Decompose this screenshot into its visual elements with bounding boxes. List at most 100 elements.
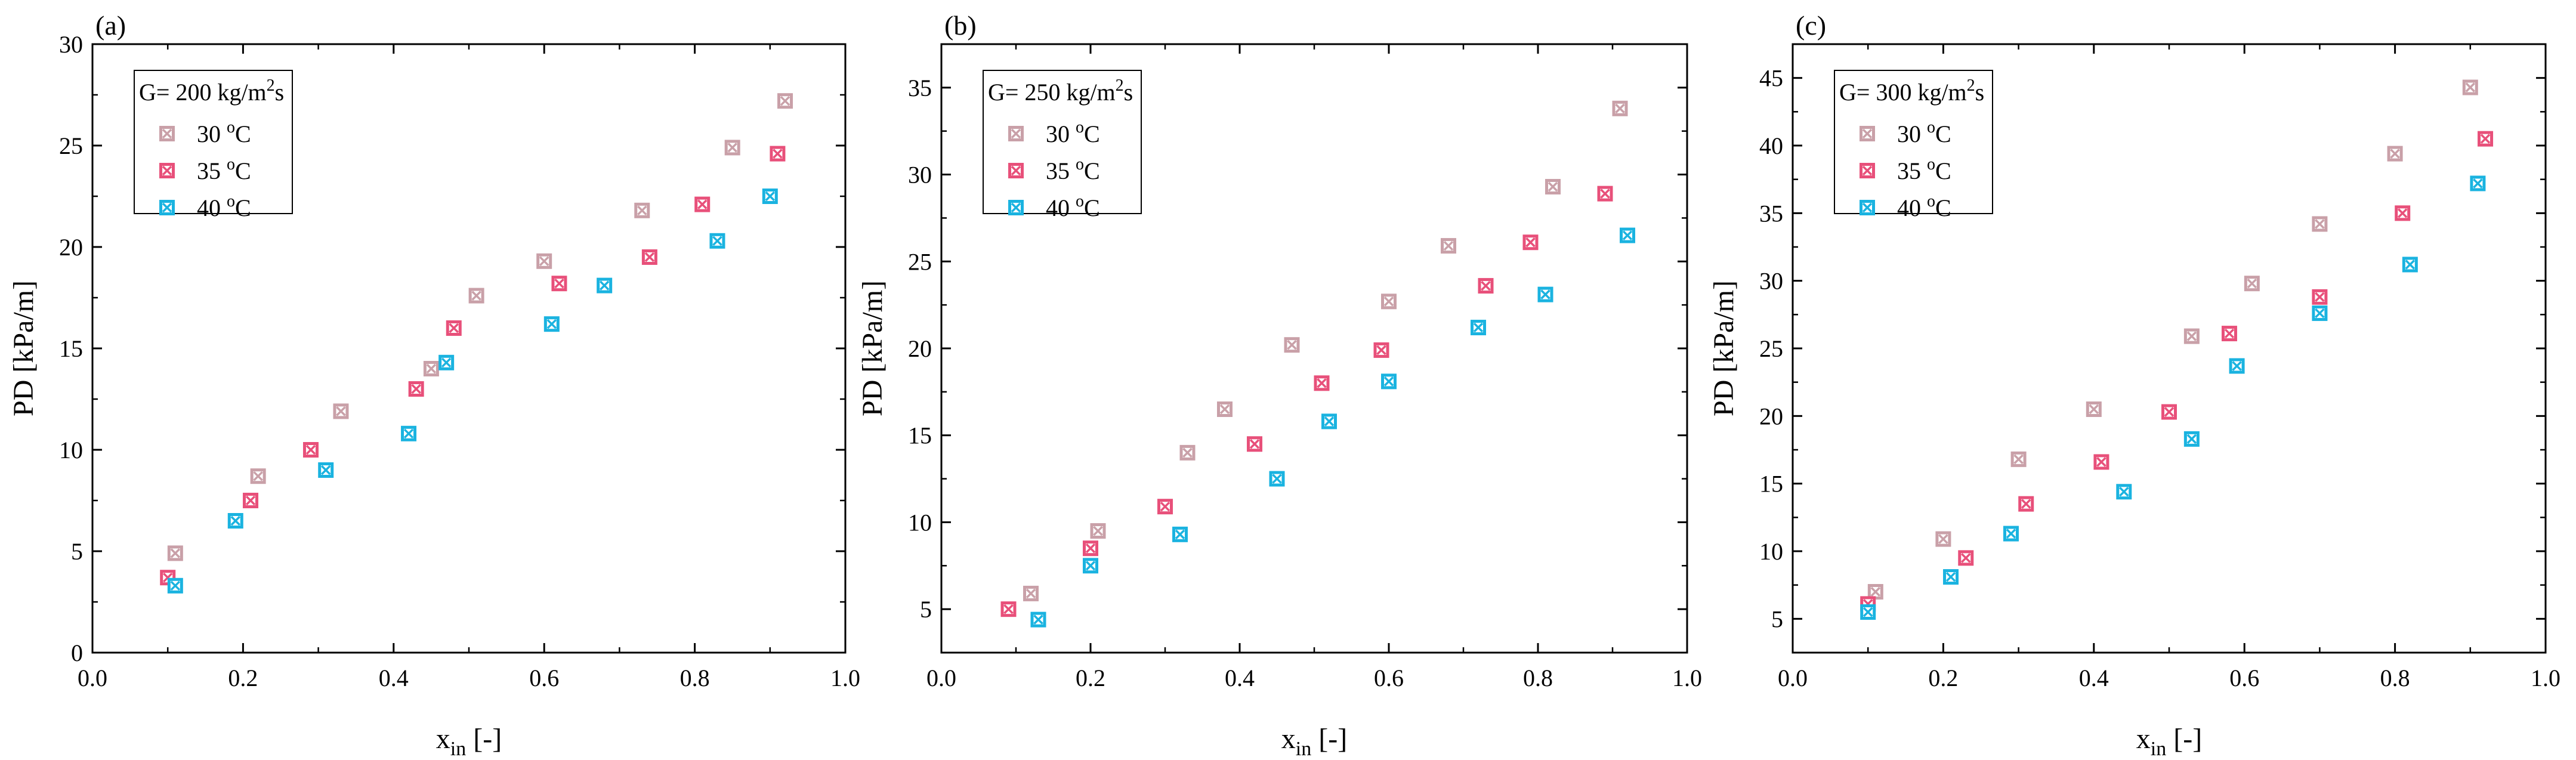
y-tick-label: 5	[1771, 605, 1783, 632]
data-point-series-1	[1179, 444, 1196, 461]
data-point-series-2	[446, 320, 462, 336]
y-tick-label: 25	[908, 248, 932, 275]
legend-label-2: 35 oC	[197, 155, 251, 184]
data-point-series-1	[724, 140, 740, 156]
y-tick-label: 15	[1759, 471, 1783, 498]
data-point-series-3	[762, 189, 778, 204]
data-point-series-1	[1935, 531, 1951, 547]
legend-marker-3	[159, 200, 175, 215]
legend-title: G= 250 kg/m2s	[988, 76, 1133, 106]
x-tick-label: 1.0	[830, 665, 860, 691]
data-point-series-3	[2470, 175, 2486, 191]
data-point-series-3	[2229, 358, 2245, 374]
legend-marker-1	[1860, 126, 1875, 141]
y-tick-label: 20	[59, 234, 83, 261]
legend-box	[134, 70, 293, 214]
data-point-series-2	[1522, 234, 1539, 251]
legend: G= 200 kg/m2s 30 oC 35 oC 40 oC	[134, 70, 293, 221]
legend-label-3: 40 oC	[1046, 192, 1100, 221]
data-point-series-3	[1943, 569, 1959, 585]
y-tick-label: 30	[908, 162, 932, 189]
data-point-series-3	[1471, 320, 1486, 336]
legend-label-1: 30 oC	[197, 118, 251, 147]
data-point-series-2	[694, 196, 711, 212]
data-point-series-2	[1373, 342, 1389, 358]
legend-box	[983, 70, 1142, 214]
x-tick-label: 0.8	[680, 665, 710, 691]
x-tick-label: 0.0	[78, 665, 107, 691]
data-point-series-1	[167, 545, 183, 561]
data-point-series-2	[1247, 436, 1262, 452]
data-point-series-2	[2161, 404, 2177, 420]
x-tick-label: 0.2	[1076, 665, 1105, 691]
x-tick-label: 1.0	[1672, 665, 1702, 691]
data-point-series-1	[777, 93, 793, 109]
data-point-series-3	[1860, 604, 1876, 620]
chart-panel-c: (c) 0.0 0.2 0.4 0.6 0.8 1.0 5 10 15 20 25 30 35 40 45 xi…	[1708, 10, 2560, 760]
data-point-series-3	[1321, 413, 1337, 430]
data-point-series-3	[1172, 526, 1188, 542]
data-point-series-1	[423, 361, 439, 376]
data-point-series-2	[2221, 326, 2237, 342]
x-tick-label: 0.6	[529, 665, 559, 691]
data-point-series-3	[167, 577, 183, 594]
x-axis-label: xin [-]	[1281, 723, 1347, 760]
y-tick-label: 20	[1759, 403, 1783, 430]
data-point-series-2	[1478, 278, 1494, 294]
data-point-series-3	[1083, 558, 1098, 574]
data-point-series-3	[1269, 471, 1285, 487]
data-point-series-1	[1217, 401, 1233, 417]
x-tick-label: 0.2	[228, 665, 258, 691]
legend-label-1: 30 oC	[1046, 118, 1100, 147]
data-point-series-2	[2478, 131, 2494, 147]
data-point-series-3	[2003, 526, 2019, 542]
x-tick-label: 0.4	[1225, 665, 1255, 691]
data-point-series-1	[468, 288, 484, 304]
data-point-series-1	[2183, 328, 2200, 344]
y-axis-label: PD [kPa/m]	[8, 280, 39, 416]
data-point-series-1	[536, 253, 552, 269]
data-point-series-3	[1030, 611, 1046, 628]
data-point-series-3	[2402, 257, 2418, 273]
data-point-series-2	[641, 249, 657, 265]
data-point-series-3	[227, 513, 243, 529]
data-point-series-2	[1958, 550, 1974, 566]
y-tick-label: 10	[59, 437, 83, 464]
x-tick-label: 0.0	[926, 665, 956, 691]
data-point-series-1	[1612, 100, 1628, 116]
y-tick-label: 0	[71, 639, 83, 666]
y-axis-label: PD [kPa/m]	[857, 280, 888, 416]
data-point-series-3	[318, 462, 334, 478]
data-point-series-1	[2086, 401, 2102, 417]
legend-label-3: 40 oC	[1897, 192, 1951, 221]
x-tick-label: 0.0	[1778, 665, 1808, 691]
legend-title: G= 300 kg/m2s	[1839, 76, 1984, 106]
legend-label-2: 35 oC	[1046, 155, 1100, 184]
panel-tag: (c)	[1796, 10, 1826, 41]
data-point-series-2	[2018, 496, 2034, 512]
data-point-series-3	[597, 277, 613, 294]
data-point-series-3	[438, 354, 455, 370]
data-point-series-1	[333, 403, 349, 419]
data-point-series-2	[1597, 186, 1613, 202]
data-point-series-2	[1314, 375, 1330, 391]
data-point-series-3	[1620, 227, 1635, 243]
data-point-series-2	[243, 493, 259, 508]
data-point-series-3	[401, 425, 417, 441]
data-point-series-3	[2312, 305, 2328, 322]
data-point-series-1	[250, 468, 266, 484]
data-point-series-1	[2244, 276, 2260, 292]
data-point-series-1	[1023, 585, 1039, 601]
data-point-series-3	[1381, 373, 1397, 390]
y-tick-label: 25	[59, 132, 83, 159]
panel-tag: (a)	[95, 10, 126, 41]
y-tick-label: 10	[1759, 538, 1783, 565]
legend-marker-3	[1860, 200, 1875, 215]
data-point-series-3	[709, 233, 725, 249]
x-axis-label: xin [-]	[436, 723, 502, 760]
panel-tag: (b)	[944, 10, 977, 41]
chart-panel-b: (b) 0.0 0.2 0.4 0.6 0.8 1.0 5 10 15 20 25 30 35 xin [-…	[857, 10, 1702, 760]
data-point-series-2	[408, 381, 424, 397]
x-tick-label: 0.6	[1374, 665, 1404, 691]
